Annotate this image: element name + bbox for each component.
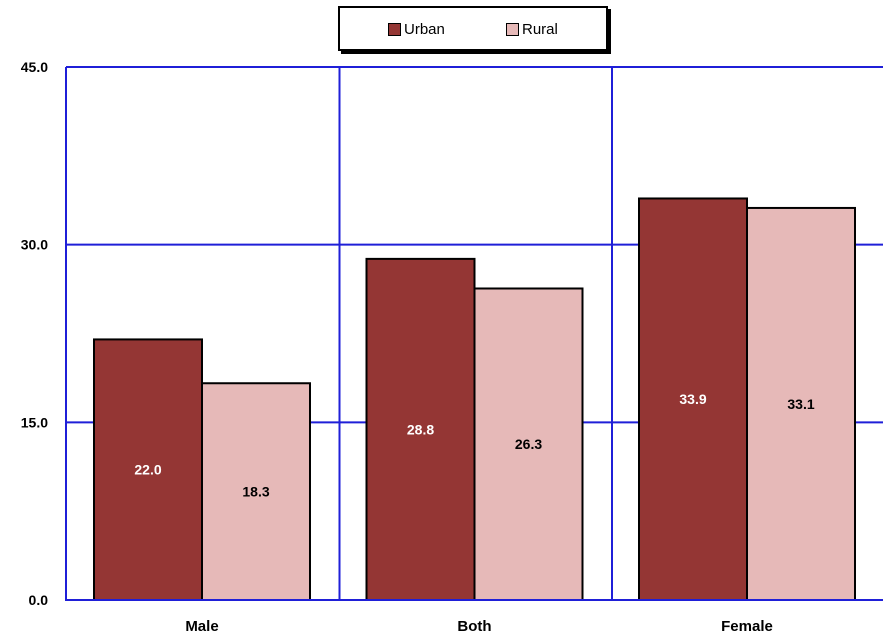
data-label-rural-male: 18.3 — [242, 484, 269, 500]
data-label-urban-both: 28.8 — [407, 421, 434, 437]
y-tick-label: 45.0 — [21, 59, 48, 75]
y-tick-label: 30.0 — [21, 237, 48, 253]
legend-item-urban: Urban — [388, 21, 445, 38]
legend: Urban Rural — [338, 6, 608, 51]
x-tick-label-male: Male — [185, 618, 218, 635]
data-label-urban-male: 22.0 — [134, 462, 161, 478]
legend-label-urban: Urban — [404, 21, 445, 38]
legend-swatch-rural — [506, 23, 519, 36]
legend-item-rural: Rural — [506, 21, 558, 38]
data-label-rural-both: 26.3 — [515, 436, 542, 452]
legend-swatch-urban — [388, 23, 401, 36]
y-tick-label: 15.0 — [21, 414, 48, 430]
bar-urban-both — [365, 257, 476, 601]
bar-rural-female — [746, 206, 856, 601]
bar-rural-male — [201, 382, 311, 601]
data-label-urban-female: 33.9 — [679, 391, 706, 407]
x-tick-label-both: Both — [457, 618, 491, 635]
x-tick-label-female: Female — [721, 618, 773, 635]
y-tick-label: 0.0 — [29, 592, 49, 608]
bar-urban-female — [638, 197, 748, 601]
data-label-rural-female: 33.1 — [787, 396, 814, 412]
bar-rural-both — [473, 287, 584, 601]
legend-label-rural: Rural — [522, 21, 558, 38]
